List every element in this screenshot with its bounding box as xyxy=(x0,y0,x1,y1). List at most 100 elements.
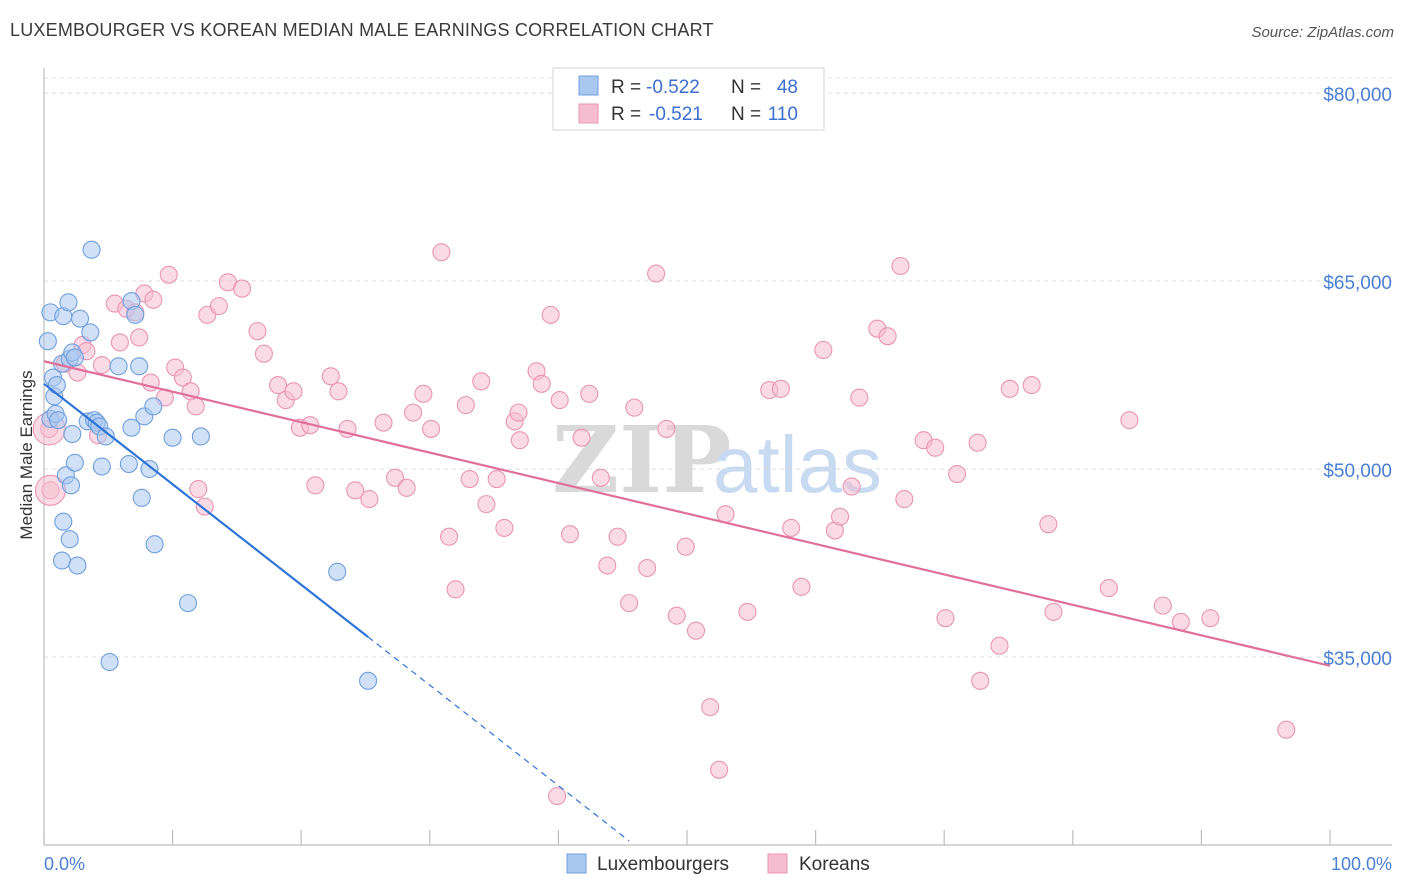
legend-n-label-1: N = xyxy=(731,77,761,98)
x-ticks xyxy=(43,830,1331,845)
korean-point xyxy=(306,476,325,495)
y-tick-label: $65,000 xyxy=(1323,273,1392,294)
bottom-legend-label-koreans: Koreans xyxy=(799,854,870,875)
luxembourger-point xyxy=(68,556,87,575)
korean-point xyxy=(495,518,514,537)
luxembourger-trend-line xyxy=(43,382,369,638)
source-credit: Source: ZipAtlas.com xyxy=(1251,24,1394,41)
korean-point xyxy=(414,384,433,403)
korean-point xyxy=(667,606,686,625)
korean-point xyxy=(186,397,205,416)
korean-point xyxy=(1022,376,1041,395)
korean-point xyxy=(209,297,228,316)
korean-point xyxy=(1277,720,1296,739)
luxembourger-point xyxy=(359,671,378,690)
korean-point xyxy=(701,698,720,717)
korean-point xyxy=(1044,602,1063,621)
korean-point xyxy=(487,470,506,489)
korean-point xyxy=(598,556,617,575)
korean-point xyxy=(1171,612,1190,631)
korean-point xyxy=(771,379,790,398)
stats-legend: R = -0.522 N = 48 R = -0.521 N = 110 xyxy=(552,67,825,131)
korean-point xyxy=(422,419,441,438)
korean-point xyxy=(895,490,914,509)
y-axis-label: Median Male Earnings xyxy=(17,370,36,539)
korean-point xyxy=(510,431,529,450)
luxembourger-point xyxy=(328,562,347,581)
luxembourger-point xyxy=(140,459,159,479)
watermark-zip: ZIP xyxy=(552,406,731,514)
luxembourger-point xyxy=(92,457,111,476)
korean-point xyxy=(404,403,423,422)
korean-point xyxy=(232,279,252,298)
korean-point xyxy=(269,376,288,395)
korean-point xyxy=(620,594,639,613)
luxembourger-point xyxy=(65,348,84,367)
korean-point xyxy=(321,367,340,386)
korean-point xyxy=(830,507,850,526)
korean-point xyxy=(591,468,610,487)
korean-point xyxy=(477,495,496,514)
korean-point xyxy=(532,374,551,393)
korean-point xyxy=(878,327,897,346)
luxembourger-point xyxy=(122,418,141,437)
bottom-legend-label-luxembourgers: Luxembourgers xyxy=(597,854,729,875)
legend-n-value-1: 48 xyxy=(777,77,798,98)
korean-point xyxy=(710,760,729,779)
korean-point xyxy=(792,577,811,596)
luxembourger-point xyxy=(60,530,79,549)
korean-point xyxy=(782,518,801,537)
korean-point xyxy=(360,490,379,509)
legend-r-label-1: R = xyxy=(611,77,641,98)
luxembourger-point xyxy=(63,424,82,443)
luxembourger-point xyxy=(191,427,210,446)
korean-point xyxy=(440,527,459,546)
x-tick-label-min: 0.0% xyxy=(44,854,85,874)
luxembourger-point xyxy=(145,535,164,554)
korean-point xyxy=(1153,596,1172,615)
luxembourger-point xyxy=(163,428,182,447)
korean-points xyxy=(32,243,1296,806)
legend-n-label-2: N = xyxy=(731,104,761,125)
korean-point xyxy=(1120,411,1139,430)
luxembourger-point xyxy=(82,240,101,259)
korean-point xyxy=(891,256,910,276)
korean-point xyxy=(130,328,149,347)
luxembourger-point xyxy=(49,411,68,430)
y-tick-label: $80,000 xyxy=(1323,85,1392,106)
luxembourger-point xyxy=(144,397,163,416)
korean-point xyxy=(560,525,580,544)
korean-point xyxy=(397,478,416,497)
korean-point xyxy=(346,481,365,500)
luxembourger-point xyxy=(96,427,115,446)
luxembourger-point xyxy=(119,454,138,474)
y-tick-label: $50,000 xyxy=(1323,461,1392,482)
korean-point xyxy=(814,340,833,360)
korean-point xyxy=(842,477,861,496)
korean-point xyxy=(936,609,955,628)
korean-point xyxy=(608,527,627,546)
luxembourger-point xyxy=(65,453,84,472)
legend-swatch-koreans xyxy=(578,103,599,124)
luxembourger-point xyxy=(100,652,119,672)
korean-point xyxy=(386,468,405,487)
korean-point xyxy=(968,433,987,452)
korean-point xyxy=(647,264,666,283)
korean-point xyxy=(472,372,491,391)
bottom-legend-swatch-koreans xyxy=(767,853,788,874)
luxembourger-point xyxy=(54,512,73,531)
korean-point xyxy=(1201,609,1220,628)
korean-point xyxy=(110,333,129,352)
korean-point xyxy=(657,419,676,438)
korean-point xyxy=(456,396,475,415)
legend-r-value-2: -0.521 xyxy=(649,104,703,125)
korean-point xyxy=(625,398,644,417)
legend-swatch-luxembourgers xyxy=(578,75,599,96)
korean-point xyxy=(572,428,591,447)
korean-point xyxy=(374,413,393,432)
luxembourger-point xyxy=(52,551,72,570)
korean-point xyxy=(638,558,657,578)
korean-point xyxy=(159,265,178,284)
korean-point xyxy=(144,290,163,309)
